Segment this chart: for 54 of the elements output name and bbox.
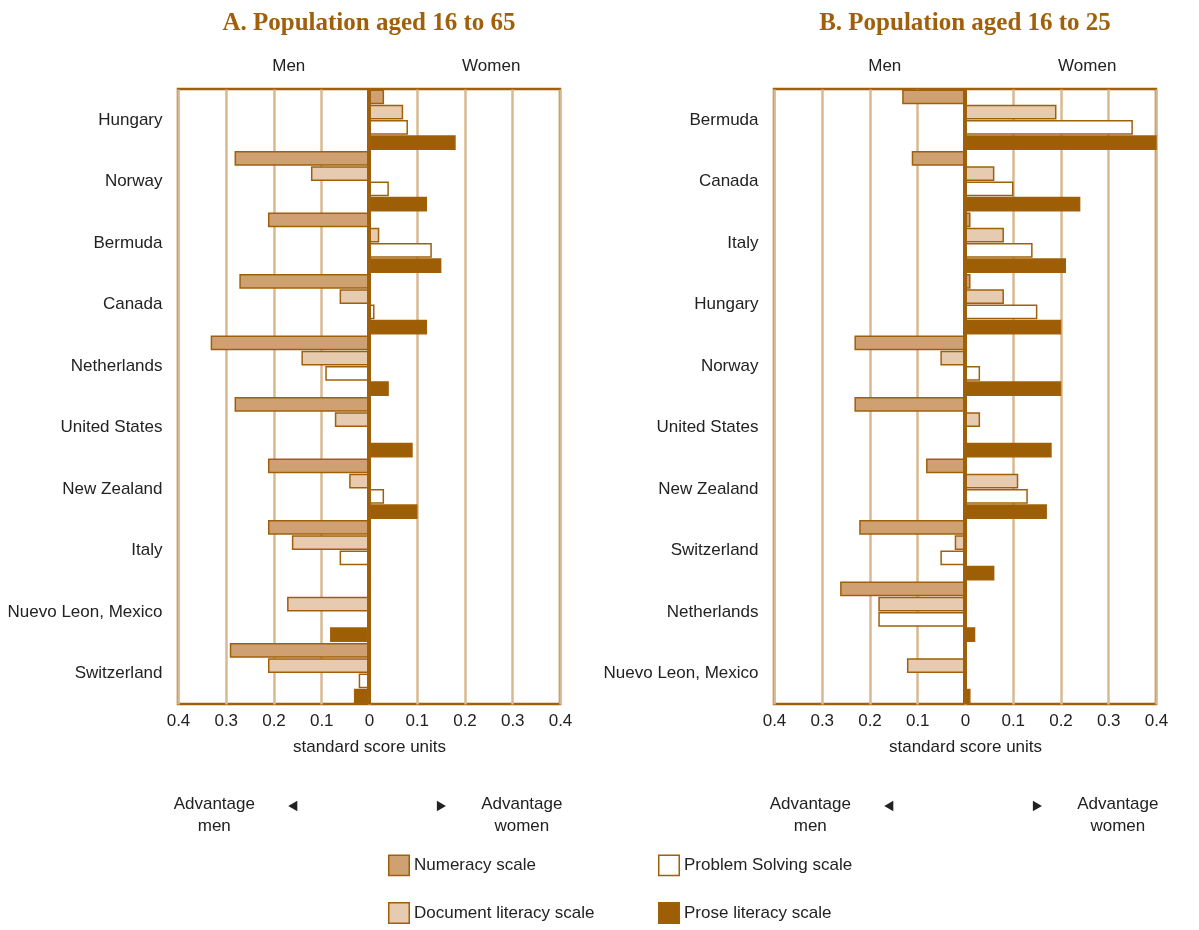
- x-tick-label: 0.3: [500, 710, 525, 730]
- legend-label: Problem Solving scale: [684, 855, 853, 875]
- text: Men: [868, 56, 902, 75]
- x-tick-label: 0.1: [309, 710, 334, 730]
- x-tick-label: 0: [364, 710, 375, 730]
- y-tick-label: New Zealand: [658, 478, 759, 498]
- y-tick-label: Italy: [131, 540, 163, 560]
- y-tick-label: Nuevo Leon, Mexico: [7, 601, 163, 621]
- x-tick-label: 0.1: [405, 710, 430, 730]
- x-tick-label: 0.1: [1001, 710, 1026, 730]
- x-tick-label: 0.4: [166, 710, 191, 730]
- y-tick-label: New Zealand: [62, 478, 163, 498]
- x-tick-label: 0.2: [1049, 710, 1073, 730]
- x-tick-label: 0.4: [1144, 710, 1169, 730]
- x-tick-label: 0.3: [214, 710, 239, 730]
- x-tick-label: 0.4: [762, 710, 787, 730]
- text: Women: [1058, 56, 1117, 75]
- text: Advantage women: [481, 794, 563, 835]
- legend-label: Numeracy scale: [414, 855, 536, 875]
- text: Women: [462, 56, 521, 75]
- x-axis-title: standard score units: [292, 736, 447, 756]
- y-tick-label: Italy: [727, 232, 759, 252]
- y-tick-label: Norway: [104, 171, 163, 191]
- x-tick-label: 0.4: [548, 710, 573, 730]
- y-tick-label: United States: [656, 417, 759, 437]
- y-tick-label: Hungary: [98, 109, 163, 129]
- y-tick-label: Netherlands: [666, 601, 759, 621]
- y-tick-label: Netherlands: [70, 355, 163, 375]
- y-tick-label: Hungary: [694, 294, 759, 314]
- text: Advantage women: [1077, 794, 1159, 835]
- x-tick-label: 0: [960, 710, 971, 730]
- legend-label: Document literacy scale: [414, 903, 595, 922]
- x-axis-title: standard score units: [888, 736, 1043, 756]
- x-tick-label: 0.3: [1096, 710, 1121, 730]
- y-tick-label: Switzerland: [670, 540, 759, 560]
- x-tick-label: 0.1: [905, 710, 930, 730]
- y-tick-label: United States: [60, 417, 163, 437]
- text: Advantage men: [769, 794, 851, 835]
- x-tick-label: 0.3: [810, 710, 835, 730]
- chart-title: A. Population aged 16 to 65: [222, 8, 516, 35]
- text: Advantage men: [173, 794, 255, 835]
- y-tick-label: Switzerland: [74, 663, 163, 683]
- legend-label: Prose literacy scale: [684, 903, 832, 922]
- x-tick-label: 0.2: [858, 710, 882, 730]
- y-tick-label: Canada: [102, 294, 164, 314]
- y-tick-label: Canada: [698, 171, 760, 191]
- x-tick-label: 0.2: [453, 710, 477, 730]
- text: Men: [272, 56, 306, 75]
- y-tick-label: Bermuda: [689, 109, 760, 129]
- y-tick-label: Bermuda: [93, 232, 164, 252]
- chart-title: B. Population aged 16 to 25: [819, 8, 1111, 35]
- y-tick-label: Norway: [700, 355, 759, 375]
- y-tick-label: Nuevo Leon, Mexico: [603, 663, 759, 683]
- x-tick-label: 0.2: [262, 710, 286, 730]
